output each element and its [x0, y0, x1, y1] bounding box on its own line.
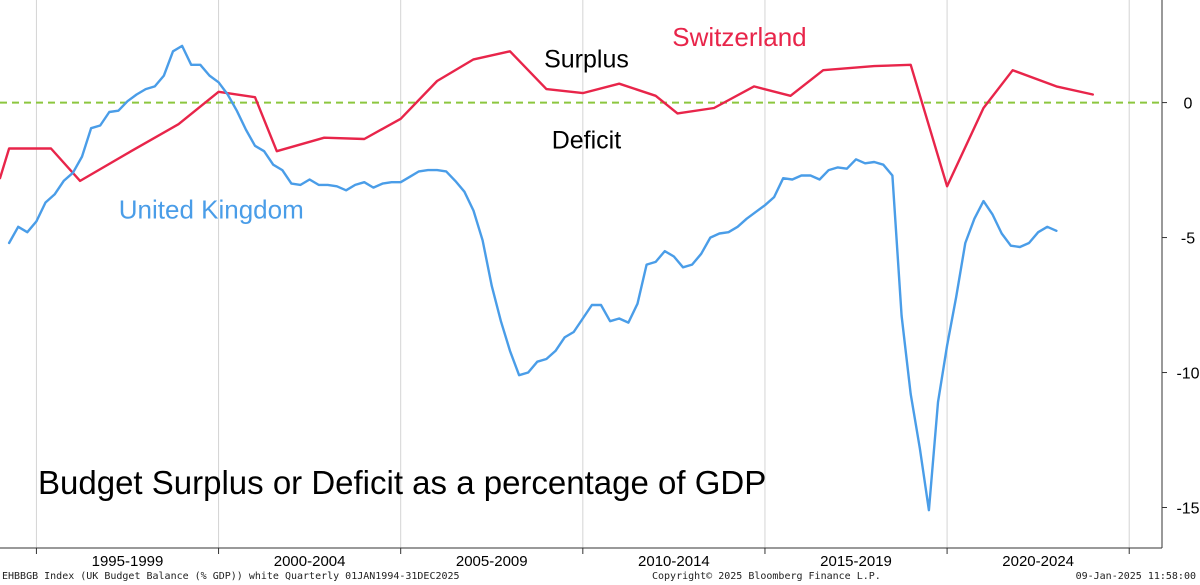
x-period-label: 2010-2014 [638, 553, 710, 569]
y-tick-label: -5 [1181, 231, 1195, 248]
x-axis-period-labels: 1995-1999 2000-2004 2005-2009 2010-2014 2015… [35, 548, 1130, 569]
x-period-label: 2020-2024 [1002, 553, 1074, 569]
budget-balance-chart: 0 -5 -10 -15 1995-1999 2000-2004 2005-2009 201… [0, 0, 1200, 569]
footer-timestamp: 09-Jan-2025 11:58:00 [1075, 571, 1196, 582]
annotations: Budget Surplus or Deficit as a percentag… [38, 22, 807, 501]
footer-bar: EHBBGB Index (UK Budget Balance (% GDP))… [0, 569, 1200, 585]
deficit-annotation: Deficit [552, 126, 622, 154]
x-period-label: 1995-1999 [92, 553, 164, 569]
axes [0, 0, 1163, 549]
y-axis-ticks: 0 -5 -10 -15 [1162, 96, 1200, 518]
footer-copyright: Copyright© 2025 Bloomberg Finance L.P. [652, 571, 881, 582]
chart-title: Budget Surplus or Deficit as a percentag… [38, 464, 766, 501]
y-tick-label: -10 [1176, 366, 1199, 383]
footer-source: EHBBGB Index (UK Budget Balance (% GDP))… [2, 571, 460, 582]
switzerland-series-label: Switzerland [672, 22, 806, 52]
united-kingdom-series-label: United Kingdom [119, 195, 304, 225]
series-lines [0, 44, 1094, 512]
y-tick-label: -15 [1176, 501, 1199, 518]
x-period-label: 2015-2019 [820, 553, 892, 569]
y-tick-label: 0 [1184, 96, 1193, 113]
surplus-annotation: Surplus [544, 45, 629, 73]
x-period-label: 2005-2009 [456, 553, 528, 569]
series-line-switzerland [0, 50, 1094, 188]
x-period-label: 2000-2004 [274, 553, 346, 569]
series-line-united-kingdom [7, 44, 1058, 512]
